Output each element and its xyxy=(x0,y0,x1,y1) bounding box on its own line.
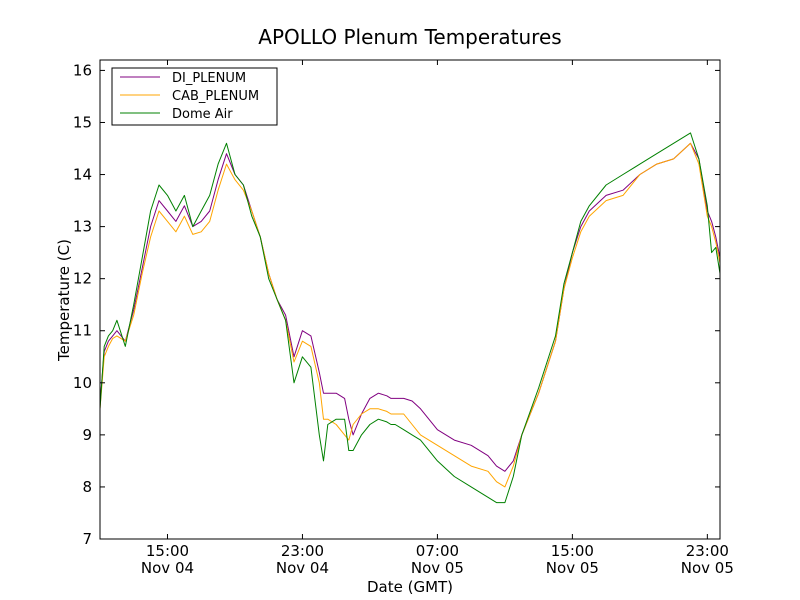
series-line-dome-air xyxy=(99,132,721,504)
y-tick-label: 9 xyxy=(82,426,92,444)
y-tick-label: 7 xyxy=(82,530,92,548)
x-tick-label-date: Nov 04 xyxy=(141,559,194,577)
plot-frame xyxy=(99,59,721,540)
x-tick-label-time: 15:00 xyxy=(146,542,189,560)
y-tick-label: 13 xyxy=(73,218,92,236)
y-tick-label: 14 xyxy=(73,166,92,184)
x-tick-label-date: Nov 05 xyxy=(546,559,599,577)
x-tick-label-date: Nov 05 xyxy=(411,559,464,577)
y-tick-label: 12 xyxy=(73,270,92,288)
legend-label: CAB_PLENUM xyxy=(172,89,259,104)
series-layer xyxy=(99,132,721,504)
y-axis: 7 8 9 10 11 12 13 14 15 16 xyxy=(73,61,720,548)
x-tick-label-time: 23:00 xyxy=(281,542,324,560)
y-axis-label: Temperature (C) xyxy=(55,239,73,362)
series-line-di-plenum xyxy=(99,142,721,472)
y-tick-label: 11 xyxy=(73,322,92,340)
y-tick-label: 16 xyxy=(73,61,92,79)
x-tick-label-time: 23:00 xyxy=(686,542,729,560)
legend-label: Dome Air xyxy=(172,107,233,122)
x-tick-label-date: Nov 05 xyxy=(681,559,734,577)
chart-title: APOLLO Plenum Temperatures xyxy=(258,25,561,49)
legend-label: DI_PLENUM xyxy=(172,71,246,86)
series-line-cab-plenum xyxy=(99,142,721,488)
x-tick-label-time: 07:00 xyxy=(416,542,459,560)
y-tick-label: 8 xyxy=(82,478,92,496)
x-tick-label-time: 15:00 xyxy=(551,542,594,560)
x-axis-label: Date (GMT) xyxy=(367,578,453,596)
y-tick-label: 15 xyxy=(73,113,92,131)
y-tick-label: 10 xyxy=(73,374,92,392)
legend: DI_PLENUM CAB_PLENUM Dome Air xyxy=(111,67,278,126)
x-tick-label-date: Nov 04 xyxy=(276,559,329,577)
